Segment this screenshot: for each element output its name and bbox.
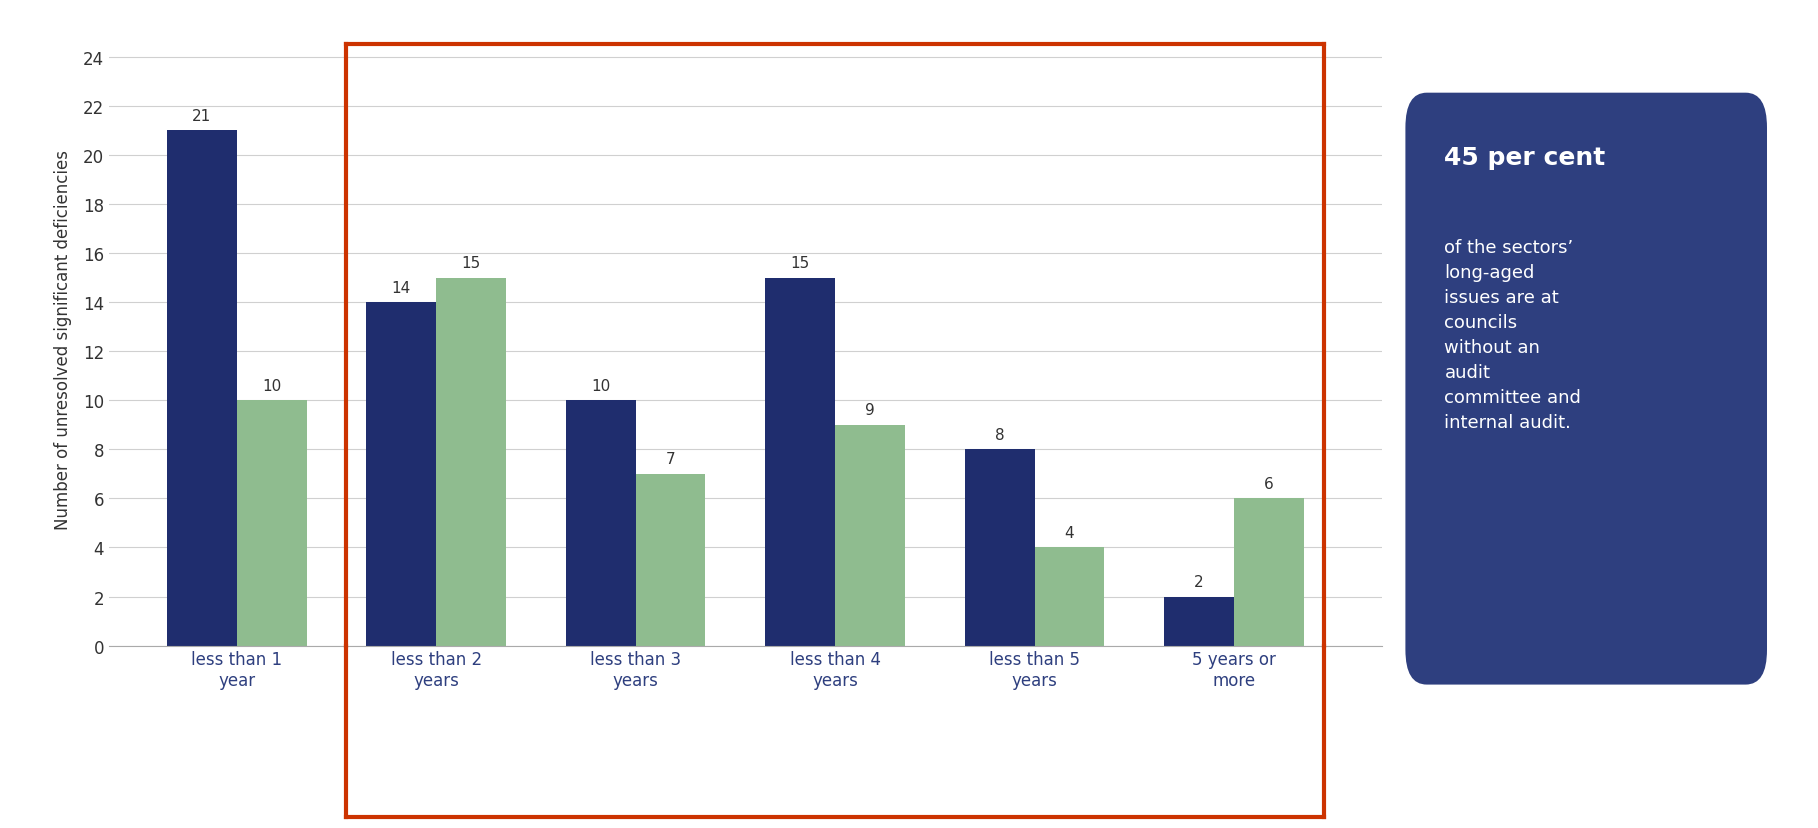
Bar xyxy=(834,426,905,646)
Y-axis label: Number of unresolved significant deficiencies: Number of unresolved significant deficie… xyxy=(55,150,73,529)
Bar xyxy=(1164,597,1234,646)
Text: 6: 6 xyxy=(1264,476,1274,492)
Bar xyxy=(765,278,834,646)
Text: 14: 14 xyxy=(391,281,411,296)
Bar xyxy=(636,474,705,646)
Bar xyxy=(1234,498,1304,646)
Text: 2: 2 xyxy=(1194,575,1204,590)
Bar xyxy=(1034,548,1104,646)
Bar xyxy=(965,450,1034,646)
FancyBboxPatch shape xyxy=(1405,94,1767,685)
Bar xyxy=(436,278,505,646)
Bar xyxy=(167,131,236,646)
Bar xyxy=(367,303,436,646)
Text: 45 per cent: 45 per cent xyxy=(1443,146,1605,170)
Text: 7: 7 xyxy=(665,452,676,467)
Text: 4: 4 xyxy=(1065,526,1074,541)
Text: of the sectors’
long-aged
issues are at
councils
without an
audit
committee and
: of the sectors’ long-aged issues are at … xyxy=(1443,238,1582,431)
Bar xyxy=(236,401,307,646)
Text: 15: 15 xyxy=(791,256,809,271)
Text: 9: 9 xyxy=(865,403,874,418)
Text: 10: 10 xyxy=(262,378,282,393)
Text: 15: 15 xyxy=(462,256,480,271)
Text: 21: 21 xyxy=(193,108,211,124)
Text: 8: 8 xyxy=(994,427,1005,442)
Text: 10: 10 xyxy=(591,378,611,393)
Bar xyxy=(565,401,636,646)
